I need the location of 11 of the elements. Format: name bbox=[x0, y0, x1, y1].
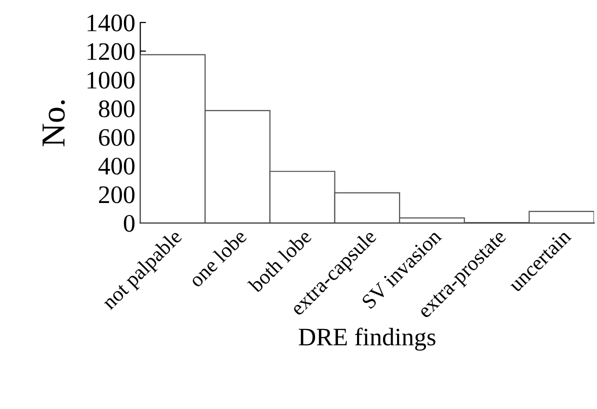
x-tick-label: one lobe bbox=[188, 228, 248, 288]
y-tick-label: 200 bbox=[99, 186, 134, 204]
y-tick-label: 800 bbox=[98, 100, 134, 118]
y-tick-label: 0 bbox=[124, 214, 134, 232]
y-axis-title: No. bbox=[42, 100, 65, 146]
y-tick-label: 1000 bbox=[88, 72, 134, 89]
y-tick-label: 600 bbox=[99, 129, 134, 146]
y-tick-label: 400 bbox=[98, 158, 134, 175]
x-axis-title: DRE findings bbox=[298, 328, 436, 351]
y-tick-label: 1200 bbox=[88, 43, 134, 60]
y-tick-label: 1400 bbox=[88, 14, 134, 32]
